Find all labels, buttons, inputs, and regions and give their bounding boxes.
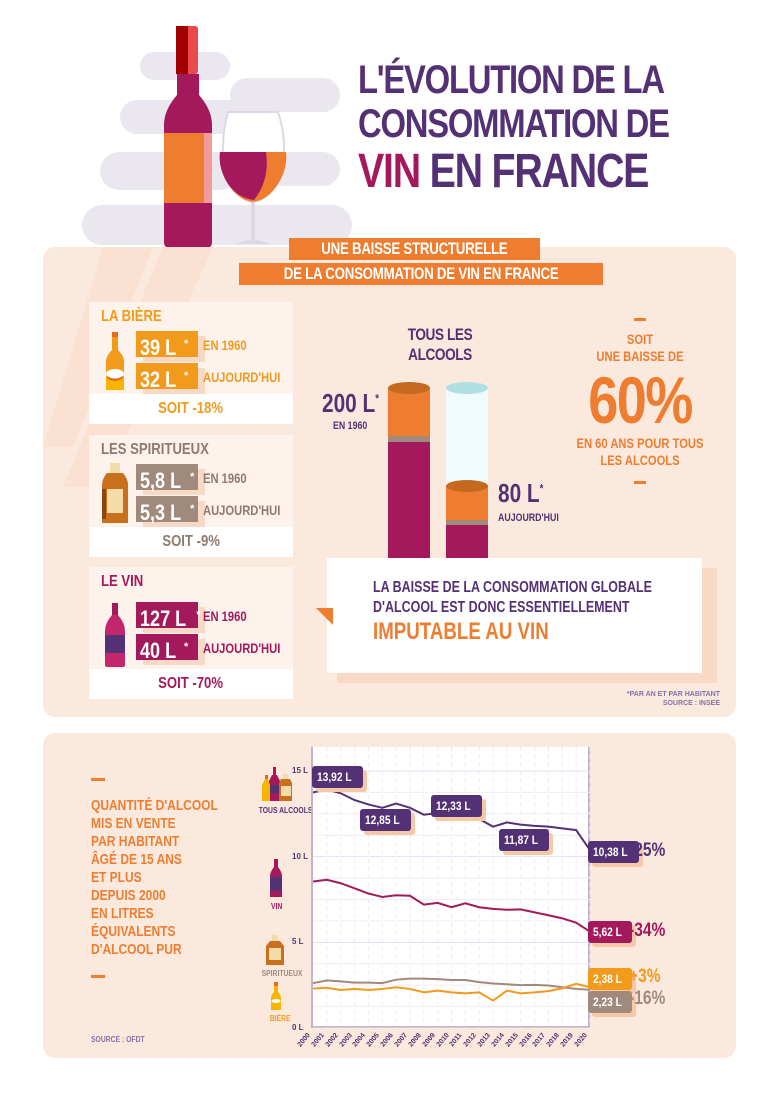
wine-value-1960: 127 L * bbox=[136, 602, 201, 631]
footnote: *PAR AN ET PAR HABITANT SOURCE : INSEE bbox=[626, 691, 720, 707]
spirits-change: SOIT -9% bbox=[89, 527, 293, 557]
all-alcohol-heading: TOUS LES ALCOOLS bbox=[407, 325, 473, 364]
title-line-3-rest: EN FRANCE bbox=[419, 145, 650, 198]
callout-wine-2020: 5,62 L bbox=[588, 921, 633, 943]
spirits-value-today: 5,3 L * bbox=[136, 496, 198, 525]
all-alcohol-today-value: 80 L* bbox=[498, 478, 544, 508]
callout-spirits-2020: 2,23 L bbox=[588, 991, 633, 1013]
dash-divider bbox=[634, 318, 646, 321]
dash-divider bbox=[91, 975, 105, 978]
y-tick-label: 0 L bbox=[292, 1023, 304, 1032]
chart-source: SOURCE : OFDT bbox=[91, 1035, 145, 1044]
callout-pointer-icon bbox=[316, 608, 333, 625]
dash-divider bbox=[634, 481, 646, 484]
callout-all-2005: 12,85 L bbox=[360, 809, 411, 831]
series-line bbox=[313, 982, 591, 1002]
all-alcohol-1960-value: 200 L* bbox=[322, 388, 379, 418]
description-line: MIS EN VENTE bbox=[91, 815, 176, 832]
callout-all-2010: 12,33 L bbox=[431, 795, 482, 817]
beer-card: LA BIÈRE 39 L * EN 1960 32 L * AUJOURD'HUI… bbox=[89, 302, 293, 424]
beer-bottle-icon bbox=[106, 332, 124, 390]
description-line: ET PLUS bbox=[91, 869, 142, 886]
wine-change: SOIT -70% bbox=[89, 669, 293, 699]
title-line-2: CONSOMMATION DE bbox=[358, 102, 670, 146]
callout-beer-2020: 2,38 L bbox=[588, 968, 633, 990]
change-wine: -34% bbox=[629, 920, 666, 941]
wine-label-today: AUJOURD'HUI bbox=[203, 640, 281, 656]
description-line: PAR HABITANT bbox=[91, 833, 180, 850]
description-line: DEPUIS 2000 bbox=[91, 887, 166, 904]
wine-card-title: LE VIN bbox=[101, 573, 144, 590]
drop-summary: SOIT UNE BAISSE DE 60% EN 60 ANS POUR TO… bbox=[560, 318, 720, 484]
series-line bbox=[313, 977, 591, 991]
change-beer: +3% bbox=[629, 966, 661, 987]
y-tick-label: 10 L bbox=[292, 851, 309, 861]
spirits-icon bbox=[266, 935, 284, 965]
beer-card-title: LA BIÈRE bbox=[101, 308, 162, 325]
description-lines: QUANTITÉ D'ALCOOL MIS EN VENTE PAR HABITAN… bbox=[91, 797, 250, 959]
beer-value-1960: 39 L * bbox=[136, 331, 198, 360]
wine-label-1960: EN 1960 bbox=[203, 608, 247, 624]
callout-all-2015: 11,87 L bbox=[499, 829, 550, 851]
conclusion-highlight: IMPUTABLE AU VIN bbox=[373, 618, 549, 645]
chart-description: QUANTITÉ D'ALCOOL MIS EN VENTE PAR HABITAN… bbox=[91, 778, 250, 978]
all-alcohol-1960-label: EN 1960 bbox=[333, 420, 368, 432]
description-line: QUANTITÉ D'ALCOOL bbox=[91, 797, 218, 814]
decorative-cloud bbox=[230, 78, 340, 112]
category-label-all: TOUS ALCOOLS bbox=[258, 806, 313, 815]
description-line: D'ALCOOL PUR bbox=[91, 941, 182, 958]
wine-value-today: 40 L * bbox=[136, 634, 198, 663]
spirits-card: LES SPIRITUEUX 5,8 L * EN 1960 5,3 L * AUJ… bbox=[89, 435, 293, 557]
all-alcohol-today-label: AUJOURD'HUI bbox=[498, 512, 559, 524]
wine-bottle-and-glass-icon bbox=[164, 26, 287, 248]
subtitle-line-1: UNE BAISSE STRUCTURELLE bbox=[289, 238, 540, 260]
spirits-bottle-icon bbox=[102, 463, 128, 523]
title-highlight-vin: VIN bbox=[358, 145, 421, 198]
chart-plot bbox=[313, 747, 591, 1028]
all-alcohols-icon bbox=[262, 767, 292, 801]
beer-icon bbox=[271, 982, 281, 1010]
title-line-3: VIN EN FRANCE bbox=[358, 146, 670, 198]
series-line bbox=[313, 878, 591, 933]
change-spirits: -16% bbox=[629, 988, 666, 1009]
spirits-value-1960: 5,8 L * bbox=[136, 464, 198, 493]
wine-bottle-icon bbox=[105, 603, 125, 667]
spirits-label-today: AUJOURD'HUI bbox=[203, 502, 281, 518]
wine-icon bbox=[270, 859, 282, 897]
y-tick-label: 5 L bbox=[292, 937, 304, 947]
description-line: ÂGÉ DE 15 ANS bbox=[91, 851, 182, 868]
description-line: EN LITRES bbox=[91, 905, 154, 922]
dash-divider bbox=[91, 778, 105, 781]
category-label-wine: VIN bbox=[271, 902, 283, 911]
cylinder-chart bbox=[388, 382, 488, 566]
beer-change: SOIT -18% bbox=[89, 394, 293, 424]
drop-percent: 60% bbox=[588, 363, 693, 437]
description-line: ÉQUIVALENTS bbox=[91, 923, 176, 940]
change-all: -25% bbox=[629, 840, 666, 861]
callout-all-2001: 13,92 L bbox=[312, 766, 363, 788]
spirits-card-title: LES SPIRITUEUX bbox=[101, 441, 209, 458]
wine-card: LE VIN 127 L * EN 1960 40 L * AUJOURD'HUI … bbox=[89, 567, 293, 699]
beer-value-today: 32 L * bbox=[136, 363, 198, 392]
category-label-beer: BIÈRE bbox=[269, 1014, 291, 1023]
subtitle-line-2: DE LA CONSOMMATION DE VIN EN FRANCE bbox=[239, 263, 604, 285]
line-chart bbox=[311, 747, 591, 1028]
y-tick-label: 15 L bbox=[292, 766, 309, 775]
category-label-spirits: SPIRITUEUX bbox=[261, 969, 303, 978]
title-line-1: L'ÉVOLUTION DE LA bbox=[358, 58, 665, 102]
spirits-label-1960: EN 1960 bbox=[203, 470, 247, 486]
beer-label-today: AUJOURD'HUI bbox=[203, 369, 281, 385]
conclusion-box: LA BAISSE DE LA CONSOMMATION GLOBALE D'A… bbox=[327, 558, 702, 673]
callout-all-2020: 10,38 L bbox=[588, 841, 639, 863]
beer-label-1960: EN 1960 bbox=[203, 337, 247, 353]
page-title: L'ÉVOLUTION DE LA CONSOMMATION DE VIN EN… bbox=[358, 58, 738, 198]
